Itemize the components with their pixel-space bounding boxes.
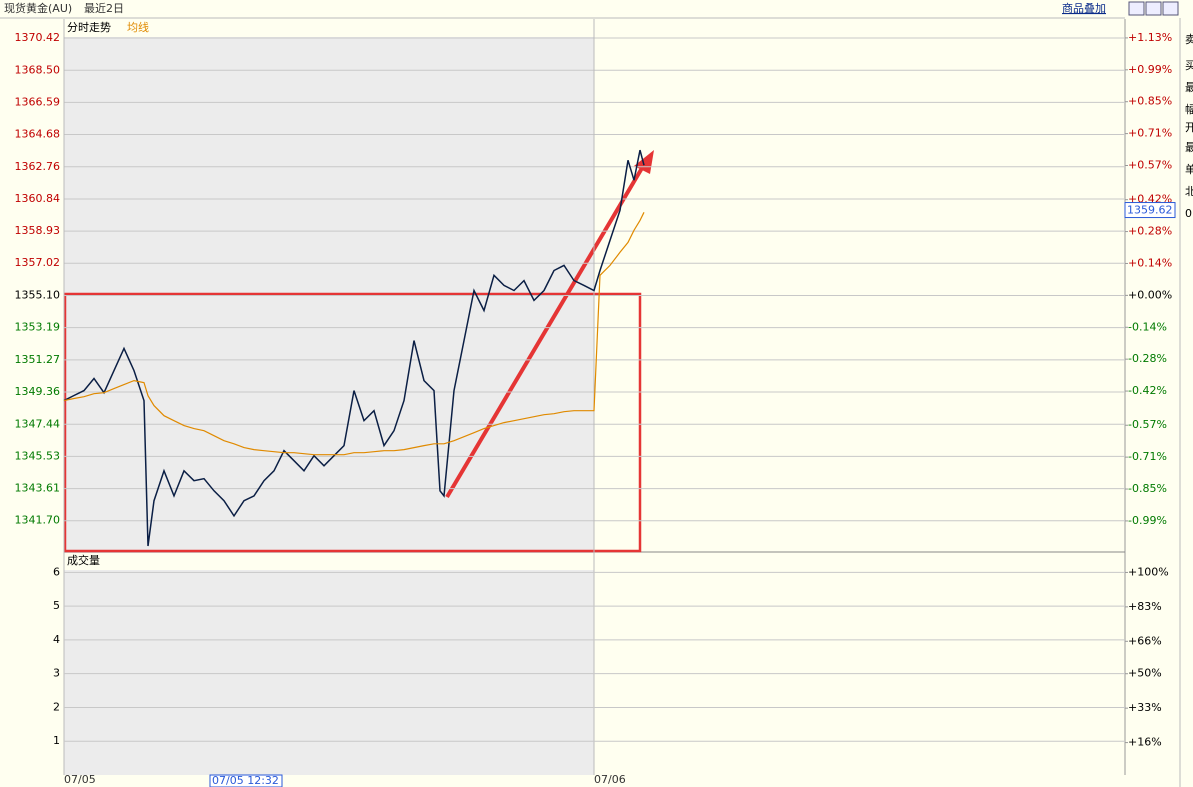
y-tick-label: 1341.70 bbox=[15, 514, 61, 527]
side-label: 北 bbox=[1185, 185, 1193, 198]
y-tick-label: 1345.53 bbox=[15, 449, 61, 462]
cursor-box bbox=[209, 774, 283, 787]
button-layout[interactable] bbox=[1162, 1, 1179, 16]
y-tick-label: 1357.02 bbox=[15, 256, 61, 269]
y-tick-label: 1368.50 bbox=[15, 63, 61, 76]
highlight-box bbox=[63, 292, 642, 553]
y-tick-label: 1360.84 bbox=[15, 192, 61, 205]
y2-tick-label: +33% bbox=[1128, 701, 1162, 714]
y2-tick-label: +66% bbox=[1128, 634, 1162, 647]
x-tick-label: 07/05 bbox=[64, 773, 96, 786]
side-label: 幅 bbox=[1185, 103, 1193, 116]
y2-tick-label: -0.42% bbox=[1128, 384, 1167, 397]
y-tick-label: 1351.27 bbox=[15, 353, 61, 366]
y-tick-label: 1362.76 bbox=[15, 160, 61, 173]
arrow-head bbox=[634, 150, 654, 174]
button-right[interactable] bbox=[1145, 1, 1162, 16]
x-tick-label: 07/06 bbox=[594, 773, 626, 786]
y-tick-label: 1366.59 bbox=[15, 95, 61, 108]
y-tick-label: 6 bbox=[53, 565, 60, 578]
side-label: 0 bbox=[1185, 207, 1192, 220]
side-label: 最 bbox=[1185, 81, 1193, 94]
panel-title: 成交量 bbox=[67, 553, 100, 567]
y-tick-label: 1347.44 bbox=[15, 417, 61, 430]
y2-tick-label: +50% bbox=[1128, 667, 1162, 680]
y2-tick-label: +1.13% bbox=[1128, 31, 1172, 44]
y-tick-label: 1355.10 bbox=[15, 289, 61, 302]
y-tick-label: 5 bbox=[53, 599, 60, 612]
y2-tick-label: +0.57% bbox=[1128, 159, 1172, 172]
trend-arrow bbox=[445, 161, 647, 499]
y-tick-label: 4 bbox=[53, 633, 60, 646]
y2-tick-label: -0.71% bbox=[1128, 450, 1167, 463]
y2-tick-label: -0.85% bbox=[1128, 482, 1167, 495]
average-line bbox=[63, 212, 645, 456]
side-label: 买 bbox=[1185, 59, 1193, 72]
cursor-label: 07/05 12:32 bbox=[212, 774, 279, 787]
y2-tick-label: +0.28% bbox=[1128, 225, 1172, 238]
y-tick-label: 1370.42 bbox=[15, 31, 61, 44]
last-price-box bbox=[1124, 202, 1176, 219]
y2-tick-label: -0.14% bbox=[1128, 320, 1167, 333]
overlay-button[interactable]: 商品叠加 bbox=[1062, 1, 1106, 15]
y2-tick-label: +0.71% bbox=[1128, 127, 1172, 140]
y2-tick-label: +0.00% bbox=[1128, 288, 1172, 301]
y2-tick-label: +0.14% bbox=[1128, 256, 1172, 269]
nav-buttons[interactable] bbox=[1128, 1, 1179, 16]
legend-entry: 分时走势 bbox=[67, 21, 111, 34]
y2-tick-label: -0.99% bbox=[1128, 514, 1167, 527]
y-tick-label: 1353.19 bbox=[15, 321, 61, 334]
button-left[interactable] bbox=[1128, 1, 1145, 16]
side-label: 最 bbox=[1185, 141, 1193, 154]
y-tick-label: 1 bbox=[53, 734, 60, 747]
y2-tick-label: +16% bbox=[1128, 736, 1162, 749]
y-tick-label: 2 bbox=[53, 700, 60, 713]
y2-tick-label: +0.99% bbox=[1128, 63, 1172, 76]
side-label: 卖 bbox=[1185, 33, 1193, 46]
y2-tick-label: -0.57% bbox=[1128, 418, 1167, 431]
y-tick-label: 1343.61 bbox=[15, 482, 61, 495]
y-tick-label: 1358.93 bbox=[15, 224, 61, 237]
y-tick-label: 1364.68 bbox=[15, 127, 61, 140]
price-line bbox=[63, 149, 645, 547]
y-tick-label: 3 bbox=[53, 667, 60, 680]
side-label: 开 bbox=[1185, 121, 1193, 134]
y2-tick-label: +100% bbox=[1128, 565, 1169, 578]
y2-tick-label: -0.28% bbox=[1128, 352, 1167, 365]
side-label: 单 bbox=[1185, 163, 1193, 176]
last-price-label: 1359.62 bbox=[1127, 204, 1173, 217]
y2-tick-label: +83% bbox=[1128, 600, 1162, 613]
range: 最近2日 bbox=[84, 2, 124, 15]
instrument: 现货黄金(AU) bbox=[4, 1, 72, 15]
y2-tick-label: +0.85% bbox=[1128, 95, 1172, 108]
legend-entry: 均线 bbox=[127, 20, 149, 34]
y-tick-label: 1349.36 bbox=[15, 385, 61, 398]
